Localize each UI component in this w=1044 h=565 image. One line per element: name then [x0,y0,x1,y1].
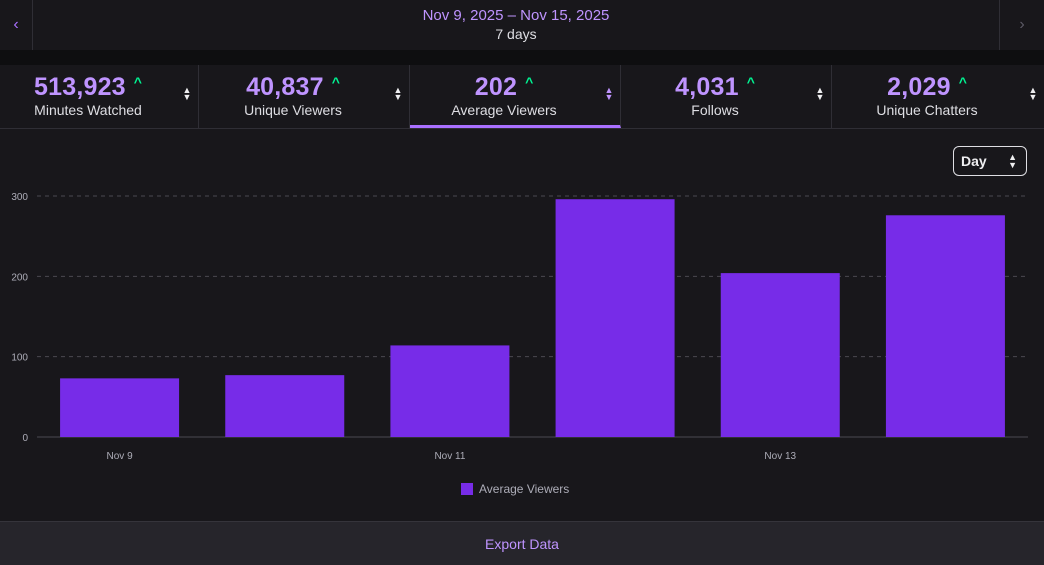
metric-label: Unique Viewers [244,102,342,118]
metric-tab-average-viewers[interactable]: 202 ^ Average Viewers ▲ ▼ [410,65,621,128]
bar[interactable] [60,378,180,437]
metric-label: Average Viewers [451,102,557,118]
metric-tabs: 513,923 ^ Minutes Watched ▲ ▼ 40,837 ^ Uniq… [0,65,1044,129]
granularity-value: Day [961,153,987,169]
metric-tab-follows[interactable]: 4,031 ^ Follows ▲ ▼ [621,65,832,128]
chart-panel: Day ▲ ▼ [0,129,1044,521]
metric-value: 202 [474,73,518,101]
x-tick-label: Nov 11 [434,451,465,462]
metric-value: 40,837 [246,73,324,101]
date-duration-text: 7 days [495,26,537,42]
next-period-button[interactable]: › [999,0,1044,50]
trend-up-icon: ^ [331,74,340,90]
trend-up-icon: ^ [133,74,142,90]
y-tick-label: 300 [11,192,28,203]
trend-up-icon: ^ [746,74,755,90]
metric-tab-unique-viewers[interactable]: 40,837 ^ Unique Viewers ▲ ▼ [199,65,410,128]
divider [0,51,1044,65]
y-tick-label: 0 [22,433,28,444]
export-data-label: Export Data [485,535,559,552]
metric-label: Follows [691,102,739,118]
chevron-left-icon: ‹ [13,16,19,33]
select-arrows-icon: ▲ ▼ [1008,152,1017,170]
sort-icon: ▲ ▼ [393,85,403,102]
average-viewers-chart: 0 100 200 300 Nov 9 Nov 11 Nov 13 [11,192,1028,462]
metric-label: Unique Chatters [876,102,978,118]
trend-up-icon: ^ [958,74,967,90]
chevron-right-icon: › [1019,16,1025,33]
legend-label: Average Viewers [479,482,570,496]
metric-value: 4,031 [675,73,739,101]
y-tick-label: 100 [11,353,28,364]
sort-icon: ▲ ▼ [182,85,192,102]
bar[interactable] [555,199,675,437]
x-tick-label: Nov 13 [764,451,796,462]
date-range-display: Nov 9, 2025 – Nov 15, 2025 7 days [32,0,1000,50]
granularity-select[interactable]: Day ▲ ▼ [953,146,1027,176]
metric-value: 513,923 [34,73,126,101]
bar[interactable] [720,273,840,437]
date-range-text: Nov 9, 2025 – Nov 15, 2025 [422,7,610,24]
export-data-button[interactable]: Export Data [0,521,1044,565]
sort-icon: ▲ ▼ [604,85,614,102]
metric-value: 2,029 [887,73,951,101]
sort-icon: ▲ ▼ [1028,85,1038,102]
chart-legend[interactable]: Average Viewers [461,482,569,496]
bar[interactable] [225,375,345,437]
sort-icon: ▲ ▼ [815,85,825,102]
x-tick-label: Nov 9 [107,451,134,462]
metric-tab-minutes-watched[interactable]: 513,923 ^ Minutes Watched ▲ ▼ [0,65,199,128]
previous-period-button[interactable]: ‹ [0,0,33,50]
metric-label: Minutes Watched [34,102,142,118]
metric-tab-unique-chatters[interactable]: 2,029 ^ Unique Chatters ▲ ▼ [832,65,1044,128]
legend-swatch [461,483,473,495]
y-tick-label: 200 [11,272,28,283]
trend-up-icon: ^ [525,74,534,90]
bar[interactable] [885,215,1005,437]
date-navigation: ‹ Nov 9, 2025 – Nov 15, 2025 7 days › [0,0,1044,51]
bar[interactable] [390,345,510,437]
